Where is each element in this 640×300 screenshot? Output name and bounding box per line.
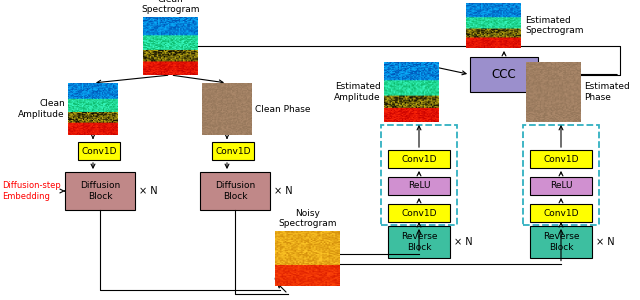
Bar	[530, 204, 592, 222]
Text: Conv1D: Conv1D	[401, 154, 436, 164]
Text: Conv1D: Conv1D	[543, 154, 579, 164]
Text: Clean Phase: Clean Phase	[255, 104, 310, 113]
Text: Estimated
Phase: Estimated Phase	[584, 82, 630, 102]
Text: × N: × N	[274, 186, 292, 196]
Text: × N: × N	[139, 186, 157, 196]
Bar	[530, 177, 592, 195]
Text: Reverse
Block: Reverse Block	[543, 232, 579, 252]
Bar	[65, 172, 135, 210]
Text: Clean
Amplitude: Clean Amplitude	[19, 99, 65, 119]
Text: ReLU: ReLU	[408, 182, 430, 190]
Bar	[381, 125, 457, 225]
Text: Diffusion
Block: Diffusion Block	[215, 181, 255, 201]
Text: Noisy
Spectrogram: Noisy Spectrogram	[278, 208, 337, 228]
Text: ReLU: ReLU	[550, 182, 572, 190]
Text: Conv1D: Conv1D	[543, 208, 579, 217]
Bar	[530, 150, 592, 168]
Bar	[212, 142, 254, 160]
Text: Diffusion
Block: Diffusion Block	[80, 181, 120, 201]
Text: Conv1D: Conv1D	[81, 146, 116, 155]
Text: × N: × N	[596, 237, 614, 247]
Text: Conv1D: Conv1D	[401, 208, 436, 217]
Text: × N: × N	[454, 237, 472, 247]
Text: CCC: CCC	[492, 68, 516, 81]
Bar	[388, 226, 450, 258]
Bar	[470, 57, 538, 92]
Bar	[530, 226, 592, 258]
Bar	[388, 177, 450, 195]
Bar	[388, 150, 450, 168]
Bar	[200, 172, 270, 210]
Bar	[78, 142, 120, 160]
Text: Reverse
Block: Reverse Block	[401, 232, 437, 252]
Text: Clean
Spectrogram: Clean Spectrogram	[141, 0, 200, 14]
Bar	[388, 204, 450, 222]
Text: Diffusion-step
Embedding: Diffusion-step Embedding	[2, 181, 61, 201]
Text: Estimated
Amplitude: Estimated Amplitude	[334, 82, 381, 102]
Text: Estimated
Spectrogram: Estimated Spectrogram	[525, 16, 584, 35]
Bar	[523, 125, 599, 225]
Text: Conv1D: Conv1D	[215, 146, 251, 155]
